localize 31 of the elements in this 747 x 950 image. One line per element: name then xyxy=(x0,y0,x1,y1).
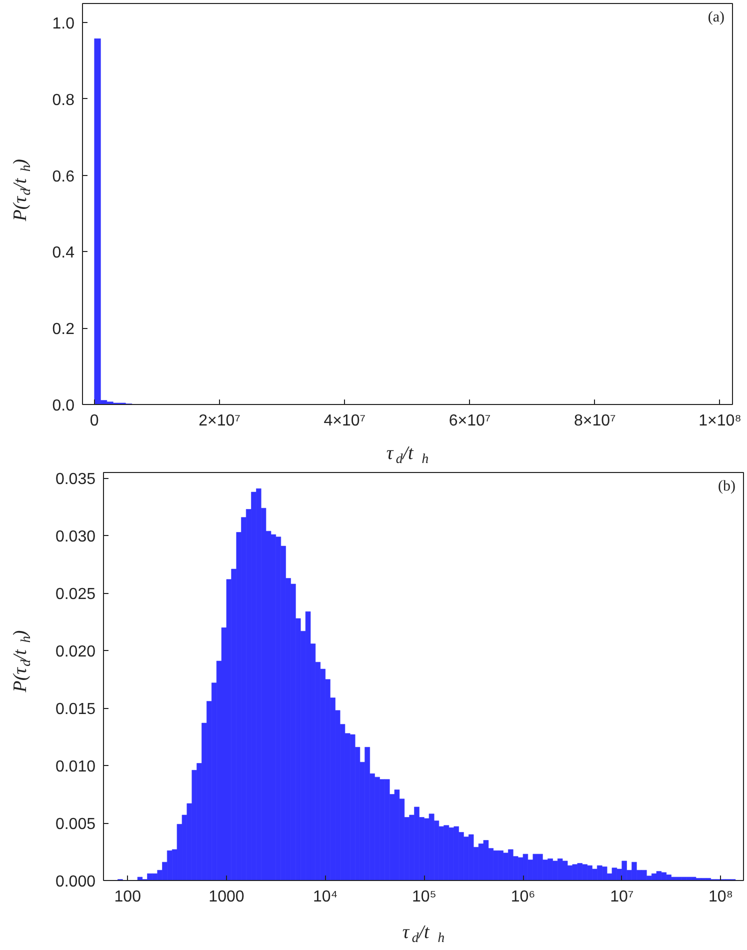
annotation: (b) xyxy=(718,478,736,494)
x-tick-label: 8×10⁷ xyxy=(574,412,616,430)
y-tick-label: 0.020 xyxy=(55,644,96,661)
y-tick-label: 1.0 xyxy=(52,16,75,33)
x-tick-label: 10⁸ xyxy=(708,888,733,906)
y-tick-label: 0.4 xyxy=(52,244,75,262)
y-tick-label: 0.030 xyxy=(55,528,96,546)
annotation: (a) xyxy=(708,10,725,26)
y-tick-label: 0.000 xyxy=(55,874,96,890)
x-tick-label: 2×10⁷ xyxy=(198,412,241,430)
x-tick-label: 0 xyxy=(90,412,99,430)
x-tick-label: 10⁶ xyxy=(510,888,536,906)
y-tick-label: 0.025 xyxy=(55,586,96,604)
x-tick-label: 10⁴ xyxy=(312,888,338,906)
y-tick-label: 0.2 xyxy=(52,321,75,338)
x-tick-label: 1000 xyxy=(208,888,244,906)
y-tick-label: 0.8 xyxy=(52,92,75,109)
y-tick-label: 0.015 xyxy=(55,701,96,718)
x-tick-label: 1×10⁸ xyxy=(698,412,742,430)
y-tick-label: 0.005 xyxy=(55,816,96,834)
y-axis-title: P(τd/th) xyxy=(10,630,33,694)
x-tick-label: 100 xyxy=(114,888,142,906)
y-tick-label: 0.0 xyxy=(52,398,75,414)
y-tick-label: 0.035 xyxy=(55,471,96,488)
x-tick-label: 4×10⁷ xyxy=(324,412,366,430)
x-tick-label: 10⁵ xyxy=(412,888,436,906)
x-tick-label: 10⁷ xyxy=(610,888,634,906)
y-axis-title: P(τd/th) xyxy=(10,159,33,222)
y-tick-label: 0.6 xyxy=(52,168,75,186)
x-tick-label: 6×10⁷ xyxy=(448,412,491,430)
y-tick-label: 0.010 xyxy=(55,758,96,776)
